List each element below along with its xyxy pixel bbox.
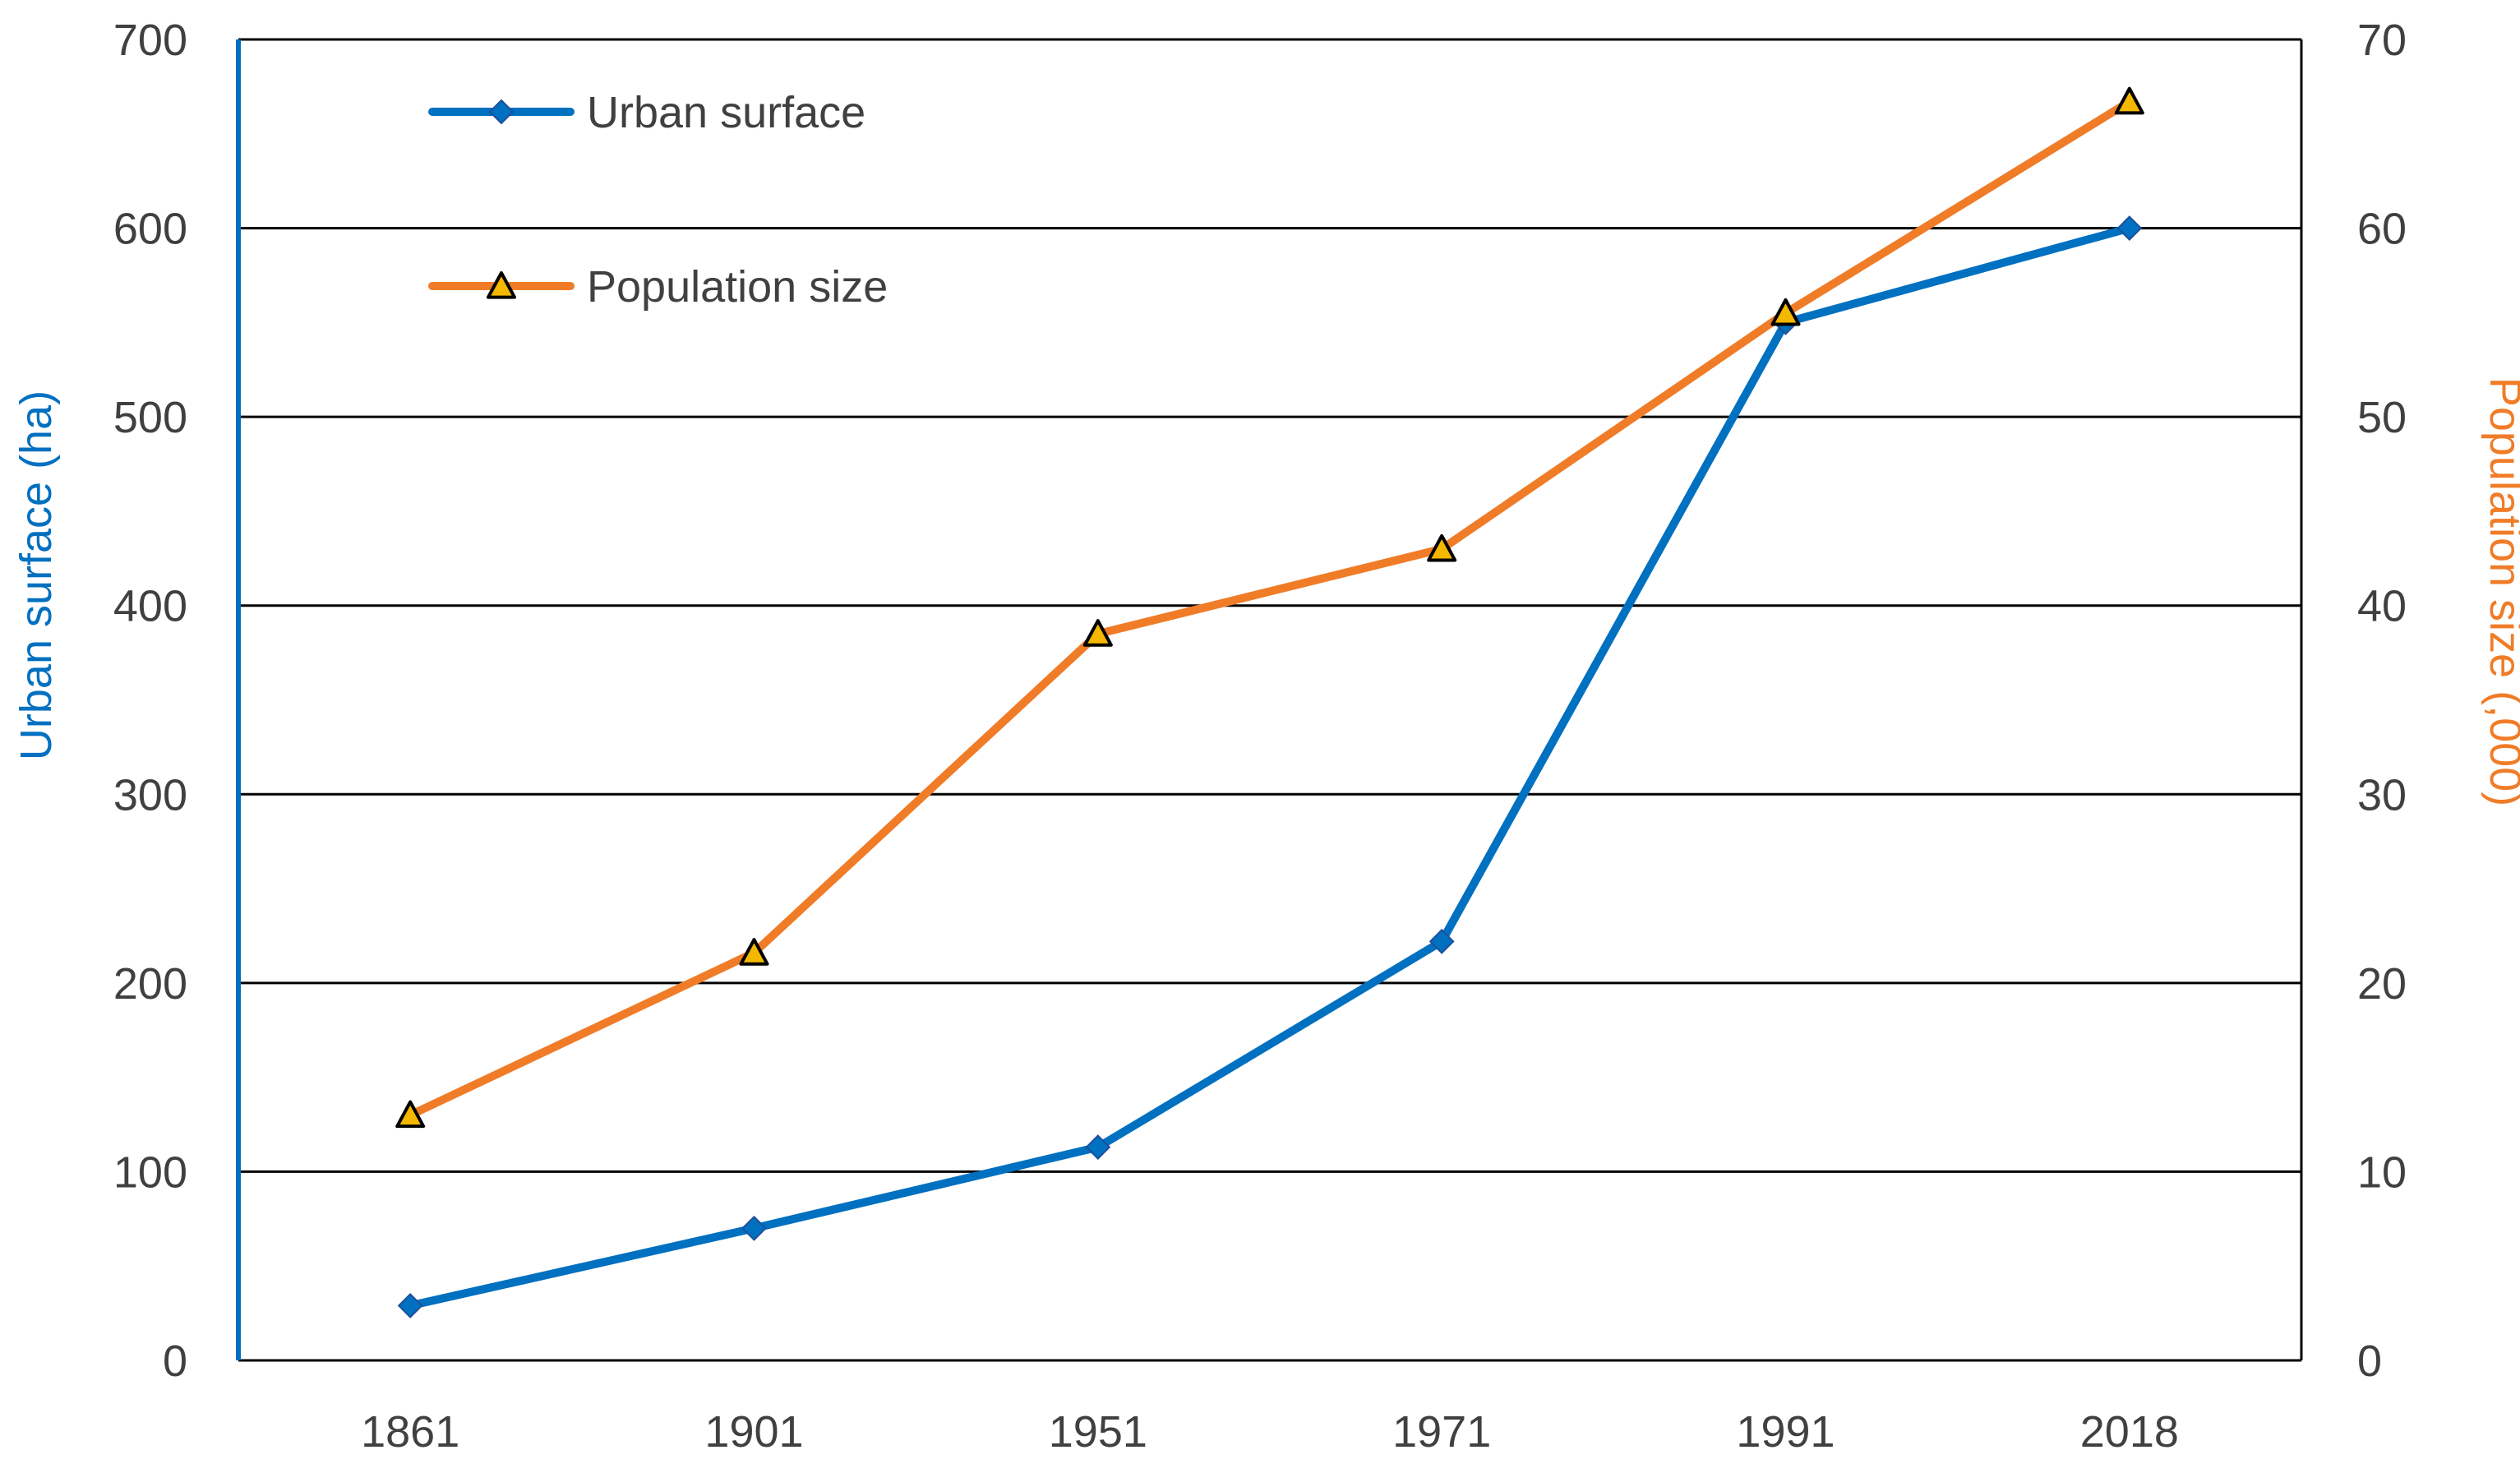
left-tick-label: 100 <box>113 1147 187 1197</box>
x-tick-label: 1901 <box>704 1407 803 1457</box>
data-point-marker <box>2116 215 2143 241</box>
right-axis-ticks: 0 10 20 30 40 50 60 70 <box>2357 16 2407 1386</box>
left-tick-label: 0 <box>163 1337 187 1386</box>
right-tick-label: 40 <box>2357 582 2407 631</box>
right-tick-label: 20 <box>2357 959 2407 1009</box>
data-point-marker <box>2114 86 2144 115</box>
data-point-marker <box>741 1215 767 1241</box>
x-tick-label: 1861 <box>361 1407 459 1457</box>
data-point-marker <box>1770 298 1801 326</box>
series-urban-surface <box>397 215 2143 1318</box>
series <box>395 86 2144 1318</box>
x-tick-label: 2018 <box>2080 1407 2179 1457</box>
x-axis-ticks: 1861 1901 1951 1971 1991 2018 <box>361 1407 2179 1457</box>
x-tick-label: 1971 <box>1392 1407 1491 1457</box>
legend: Urban surface Population size <box>428 88 888 312</box>
legend-marker <box>488 99 515 125</box>
series-population-size <box>395 86 2144 1129</box>
series-line <box>406 97 2134 1120</box>
right-tick-label: 10 <box>2357 1147 2407 1197</box>
data-point-marker <box>1428 928 1455 954</box>
legend-marker <box>487 271 516 299</box>
right-tick-label: 70 <box>2357 16 2407 65</box>
legend-item: Urban surface <box>428 88 865 137</box>
data-point-marker <box>739 938 769 966</box>
series-line <box>406 224 2134 1310</box>
left-axis-label: Urban surface (ha) <box>12 390 61 760</box>
data-point-marker <box>397 1293 423 1318</box>
left-tick-label: 400 <box>113 582 187 631</box>
x-tick-label: 1991 <box>1736 1407 1835 1457</box>
left-tick-label: 300 <box>113 770 187 820</box>
gridlines <box>238 38 2301 1173</box>
data-point-marker <box>1082 619 1113 647</box>
data-point-marker <box>1085 1134 1111 1160</box>
right-tick-label: 60 <box>2357 205 2407 254</box>
left-tick-label: 500 <box>113 393 187 442</box>
legend-label: Urban surface <box>587 88 865 137</box>
right-tick-label: 50 <box>2357 393 2407 442</box>
x-tick-label: 1951 <box>1049 1407 1147 1457</box>
legend-item: Population size <box>428 262 888 312</box>
left-axis-ticks: 0 100 200 300 400 500 600 700 <box>113 16 187 1386</box>
data-point-marker <box>395 1100 426 1129</box>
left-tick-label: 700 <box>113 16 187 65</box>
right-axis-label: Population size (,000) <box>2481 377 2520 806</box>
data-point-marker <box>1427 533 1457 562</box>
axes <box>236 39 2303 1362</box>
left-tick-label: 600 <box>113 205 187 254</box>
right-tick-label: 30 <box>2357 770 2407 820</box>
legend-label: Population size <box>587 262 888 312</box>
right-tick-label: 0 <box>2357 1337 2382 1386</box>
left-tick-label: 200 <box>113 959 187 1009</box>
